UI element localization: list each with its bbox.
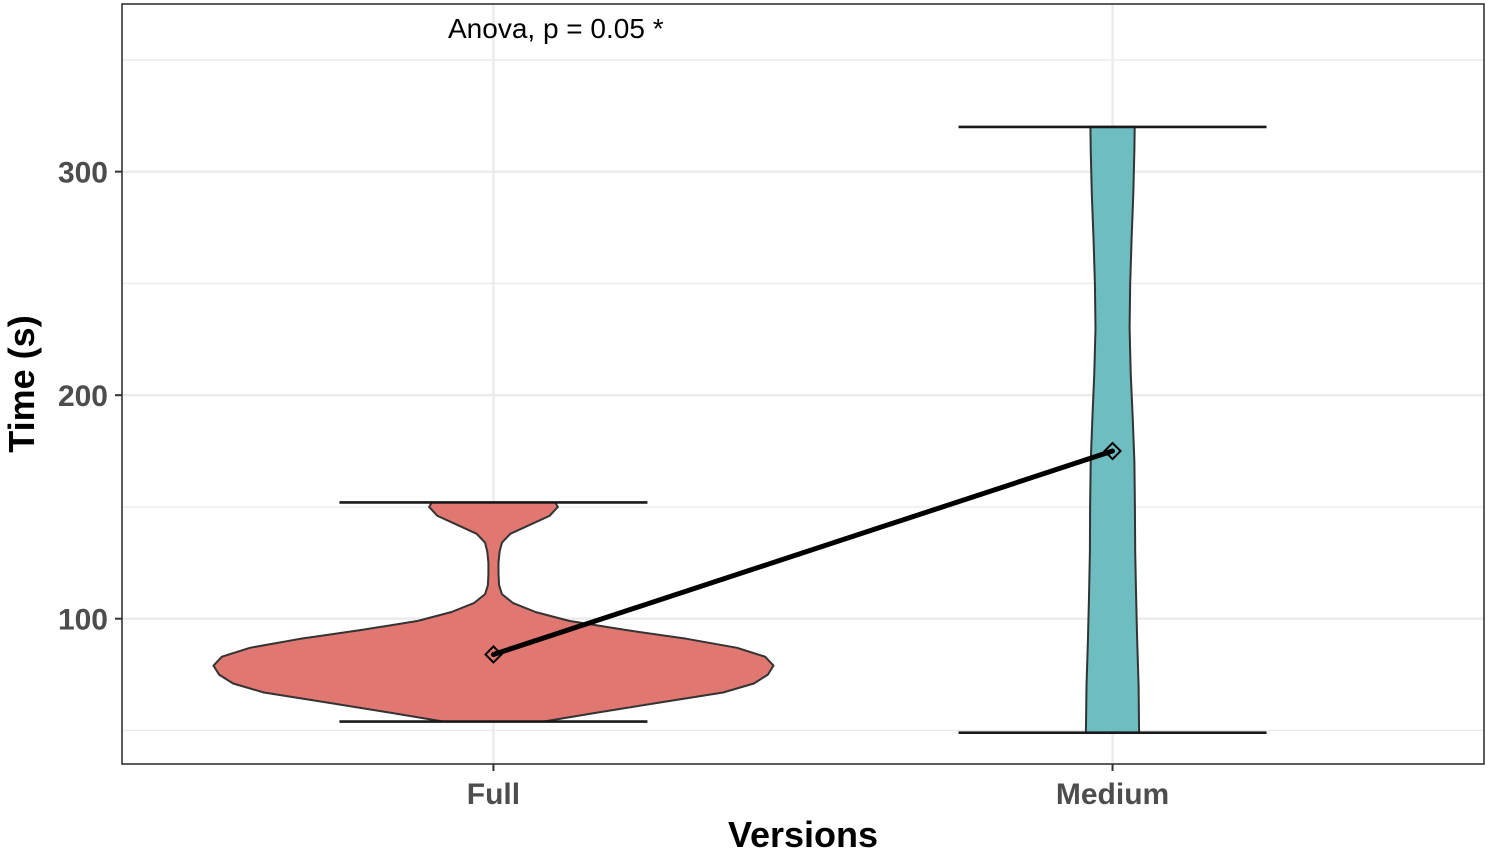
y-axis-title: Time (s) (1, 315, 42, 452)
anova-annotation: Anova, p = 0.05 * (448, 13, 664, 44)
violin-layer (212, 125, 1267, 735)
y-tick-label: 300 (58, 157, 108, 190)
y-tick-label: 100 (58, 604, 108, 637)
x-axis-title: Versions (728, 814, 878, 852)
x-tick-label-medium: Medium (1056, 778, 1169, 811)
violin-full (212, 501, 775, 723)
mean-marker-full (484, 645, 503, 664)
mean-marker-medium (1103, 441, 1122, 461)
axis-layer: 100 200 300 Full Medium (58, 157, 1169, 811)
panel-border (121, 3, 1485, 765)
mean-connector-line (490, 448, 1116, 657)
x-tick-label-full: Full (467, 778, 520, 811)
violin-medium (1084, 125, 1141, 734)
y-tick-label: 200 (58, 380, 108, 413)
mean-layer (484, 441, 1122, 664)
